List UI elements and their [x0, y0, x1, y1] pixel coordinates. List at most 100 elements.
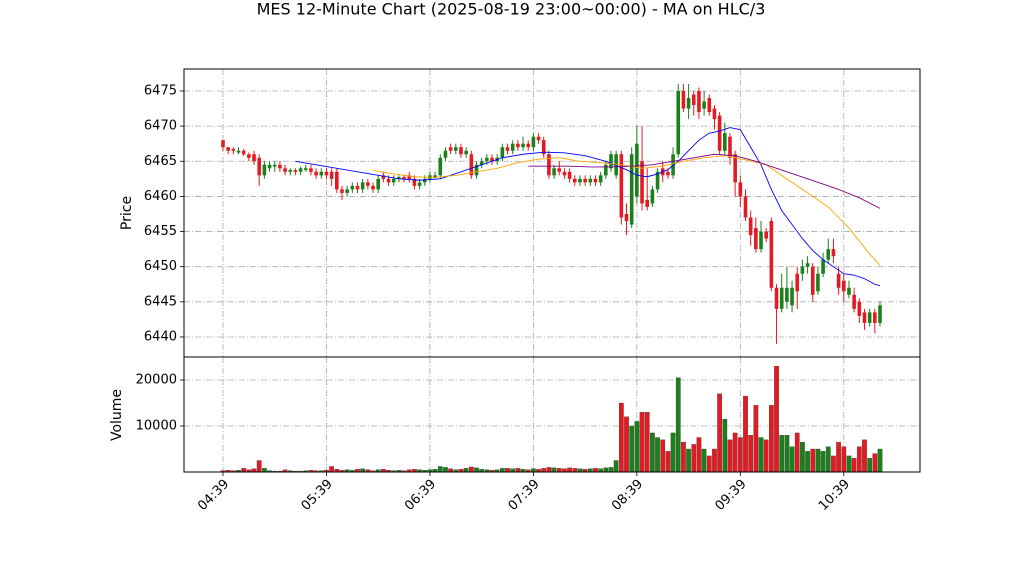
candle-body [841, 280, 846, 292]
plot-layer: 04:39 05:39 06:39 07:39 08:39 09:39 10:39 6440 6… [136, 69, 920, 514]
candle-body [531, 136, 536, 148]
y-tick-label: 6445 [144, 294, 177, 309]
candle-body [433, 175, 437, 178]
candle-body [707, 98, 712, 113]
volume-bar [717, 393, 722, 473]
candle-body [397, 177, 401, 179]
candle-body [257, 157, 262, 176]
volume-bar [862, 439, 867, 473]
x-tick-label: 04:39 [195, 477, 232, 514]
candle-body [521, 143, 525, 148]
volume-bar [443, 467, 448, 473]
volume-bar [846, 455, 852, 473]
candle-body [847, 287, 851, 295]
volume-bar [468, 466, 474, 473]
candle-body [335, 171, 339, 190]
volume-bar [851, 458, 857, 473]
candle-body [779, 287, 784, 309]
candle-body [821, 259, 825, 274]
candle-body [221, 140, 225, 148]
volume-bar [732, 432, 738, 473]
volume-bar [515, 468, 521, 473]
y-tick-label: 6475 [144, 83, 177, 98]
candle-body [541, 140, 546, 155]
candle-body [319, 171, 324, 176]
candle-body [666, 171, 670, 176]
volume-bar [800, 441, 805, 473]
candle-body [252, 154, 256, 162]
candle-body [345, 189, 349, 193]
volume-bar [758, 437, 764, 473]
candle-body [878, 305, 882, 323]
volume-bar [696, 437, 702, 473]
volume-bar [712, 448, 717, 473]
volume-bar [650, 432, 655, 473]
candle-body [526, 143, 531, 148]
candle-body [774, 287, 779, 309]
candle-body [376, 178, 380, 190]
candle-body [547, 154, 551, 176]
candle-body [790, 287, 794, 306]
volume-bar [701, 448, 707, 473]
x-tick-label: 06:39 [402, 477, 439, 514]
volume-bar [769, 405, 774, 473]
candle-body [552, 168, 556, 176]
candle-body [479, 161, 484, 165]
candle-body [469, 154, 474, 176]
volume-bar [815, 448, 821, 473]
candle-body [598, 175, 603, 183]
volume-bar [872, 453, 878, 473]
candle-body [572, 178, 577, 183]
volume-bar [474, 467, 479, 473]
volume-bar [784, 435, 790, 473]
volume-bar [856, 446, 862, 473]
candle-body [795, 273, 800, 292]
candle-body [655, 171, 660, 190]
candle-body [283, 168, 287, 172]
volume-bar [810, 448, 816, 473]
volume-bar [748, 435, 754, 473]
candle-body [485, 157, 489, 162]
candle-body [464, 150, 468, 155]
candle-body [417, 182, 422, 186]
volume-bar [737, 437, 743, 473]
candle-body [857, 301, 862, 316]
volume-bar [877, 448, 883, 473]
volume-bar [779, 435, 785, 473]
candle-body [267, 164, 272, 169]
candle-body [769, 221, 774, 288]
candle-body [262, 164, 267, 176]
candle-body [810, 266, 815, 295]
moving-average-line [528, 153, 881, 209]
candle-body [800, 266, 805, 274]
candle-body [231, 148, 236, 151]
volume-bar [463, 468, 469, 473]
volume-bar [825, 446, 831, 473]
candle-body [676, 90, 681, 155]
candle-body [836, 273, 841, 288]
candle-body [500, 147, 505, 158]
candle-body [448, 147, 453, 151]
volume-bar [241, 468, 247, 473]
moving-average-line [295, 127, 881, 287]
candle-body [303, 168, 308, 171]
candle-body [422, 178, 427, 183]
volume-bar [624, 416, 629, 473]
candle-body [510, 143, 515, 151]
candle-body [629, 154, 634, 225]
volume-bar [603, 467, 609, 473]
y-tick-label: 6450 [144, 259, 177, 274]
volume-frame [183, 356, 921, 473]
volume-bar [831, 455, 836, 473]
volume-bar [743, 395, 748, 473]
volume-bar [665, 451, 671, 473]
candle-body [386, 178, 391, 183]
volume-bar [613, 460, 619, 473]
x-tick-label: 08:39 [609, 477, 646, 514]
candle-body [604, 164, 608, 176]
volume-bar [541, 468, 547, 473]
volume-bar [437, 466, 443, 473]
candle-body [309, 168, 313, 172]
x-tick-label: 05:39 [299, 477, 336, 514]
candle-body [241, 150, 246, 155]
